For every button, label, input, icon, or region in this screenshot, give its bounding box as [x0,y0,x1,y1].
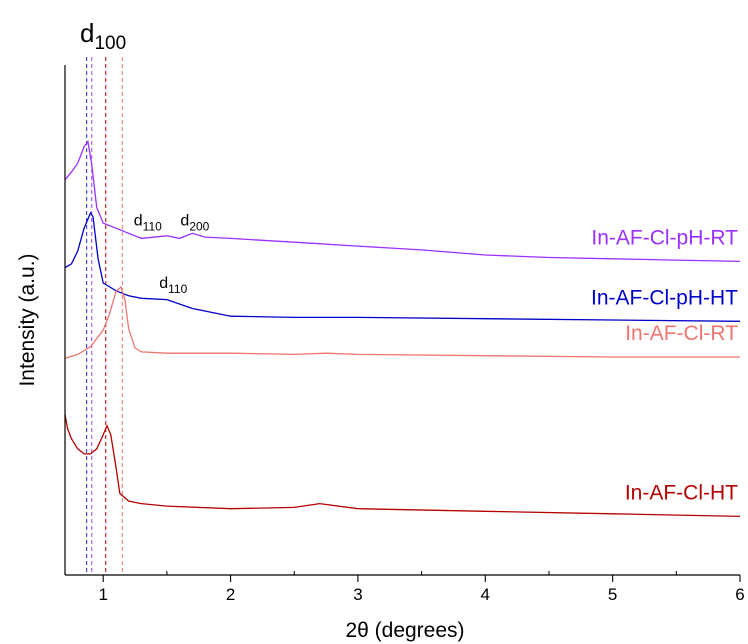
peak-label-2: d110 [159,275,187,296]
d100-annotation: d100 [80,18,126,54]
series-line-3 [64,414,741,518]
series-line-2 [64,285,740,359]
series-line-0 [64,139,741,263]
reference-lines [86,57,123,575]
series-label-1: In-AF-Cl-pH-HT [591,286,738,309]
x-tick-label: 3 [353,585,362,604]
series-line-1 [64,211,741,322]
x-tick-label: 6 [735,585,744,604]
peak-label-1: d200 [180,213,209,234]
series-labels: In-AF-Cl-pH-RT In-AF-Cl-pH-HT In-AF-Cl-RT I… [591,226,738,504]
x-tick-label: 4 [481,585,490,604]
x-tick-label: 2 [226,585,235,604]
peak-label-0: d110 [134,213,162,234]
series-label-2: In-AF-Cl-RT [625,322,738,345]
x-axis-title: 2θ (degrees) [345,619,464,642]
series-group [64,139,741,518]
series-label-3: In-AF-Cl-HT [625,481,738,504]
x-tick-label: 1 [98,585,107,604]
peak-labels: d110 d200 d110 [134,213,210,296]
axes [64,65,740,576]
series-label-0: In-AF-Cl-pH-RT [591,226,738,249]
x-ticks: 1 2 3 4 5 6 [98,571,745,604]
x-tick-label: 5 [608,585,617,604]
y-axis-title: Intensity (a.u.) [16,253,39,386]
